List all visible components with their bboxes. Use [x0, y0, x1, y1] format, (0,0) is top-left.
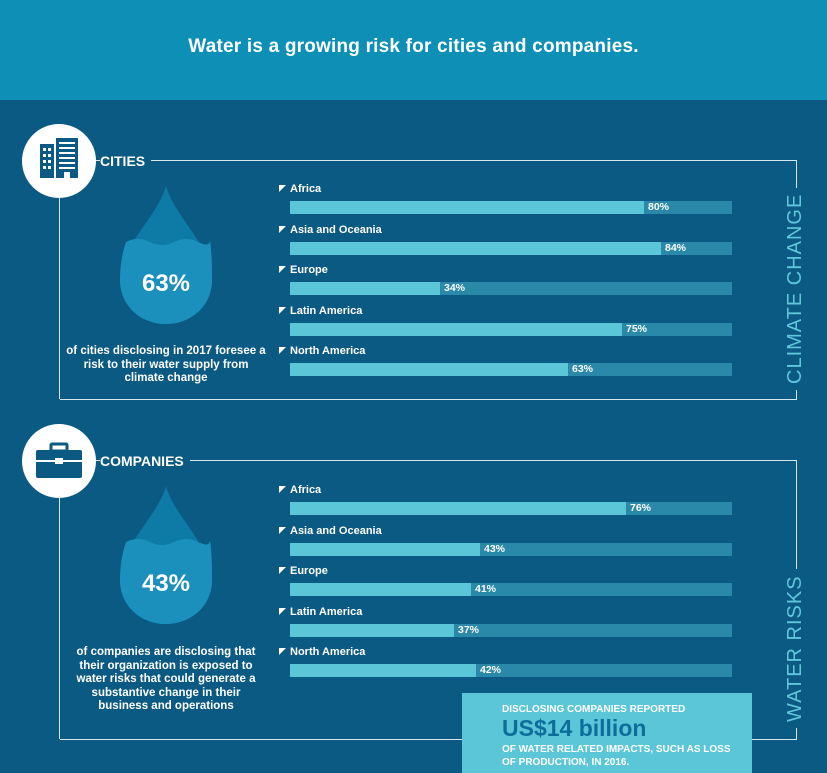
header-banner: Water is a growing risk for cities and c…	[0, 0, 827, 100]
cities-value-label: 63%	[572, 363, 594, 375]
cities-bar-row: Latin America 75%	[279, 305, 732, 345]
companies-label: COMPANIES	[100, 453, 190, 469]
companies-bar-row: Africa 76%	[279, 484, 732, 524]
companies-category-label: Asia and Oceania	[290, 524, 382, 537]
category-marker-icon	[279, 607, 286, 615]
cities-frame-left	[59, 190, 60, 399]
companies-category-label: Africa	[290, 484, 322, 496]
category-marker-icon	[279, 185, 286, 192]
cities-value-label: 84%	[665, 241, 687, 254]
building-icon	[40, 138, 78, 178]
cities-value-label: 75%	[626, 322, 648, 335]
cities-bar-row: Africa 80%	[279, 183, 732, 223]
companies-bar-row: Asia and Oceania 43%	[279, 525, 732, 565]
companies-pct: 43%	[141, 570, 191, 597]
companies-value-label: 42%	[480, 664, 502, 676]
impact-callout: DISCLOSING COMPANIES REPORTED US$14 bill…	[462, 693, 752, 773]
companies-bar-track: 37%	[290, 623, 732, 637]
category-marker-icon	[279, 225, 286, 233]
companies-bar-track: 43%	[290, 542, 732, 556]
category-marker-icon	[279, 306, 286, 314]
callout-amount: US$14 billion	[502, 715, 647, 741]
category-marker-icon	[279, 347, 286, 354]
companies-bar	[290, 583, 471, 596]
category-marker-icon	[279, 486, 286, 493]
cities-category-label: North America	[290, 345, 366, 357]
companies-description: of companies are disclosing that their o…	[76, 646, 256, 712]
category-marker-icon	[279, 266, 286, 273]
companies-bar-row: North America 42%	[279, 646, 732, 686]
companies-bar-track: 76%	[290, 502, 732, 515]
category-marker-icon	[279, 526, 286, 534]
companies-bar-row: Europe 41%	[279, 565, 732, 605]
cities-side-label: CLIMATE CHANGE	[784, 187, 807, 390]
page-title: Water is a growing risk for cities and c…	[188, 36, 639, 57]
companies-bar	[290, 623, 454, 637]
companies-value-label: 76%	[630, 502, 652, 514]
cities-category-label: Latin America	[290, 304, 363, 317]
category-marker-icon	[279, 648, 286, 655]
cities-value-label: 80%	[648, 201, 670, 213]
cities-category-label: Europe	[290, 264, 328, 276]
companies-bar-row: Latin America 37%	[279, 606, 732, 646]
companies-bar-track: 42%	[290, 664, 732, 677]
companies-drop-icon	[120, 486, 212, 624]
cities-icon-circle	[22, 124, 96, 198]
companies-value-label: 41%	[475, 583, 497, 595]
companies-bar	[290, 664, 476, 677]
cities-bar-track: 75%	[290, 322, 732, 336]
companies-value-label: 37%	[458, 623, 480, 636]
companies-bar	[290, 502, 626, 515]
cities-description: of cities disclosing in 2017 foresee a r…	[66, 345, 266, 384]
companies-category-label: North America	[290, 646, 366, 658]
cities-bar-row: Asia and Oceania 84%	[279, 224, 732, 264]
companies-side-label: WATER RISKS	[784, 569, 807, 728]
cities-bar	[290, 322, 622, 336]
callout-line1: DISCLOSING COMPANIES REPORTED	[502, 704, 686, 715]
cities-category-label: Asia and Oceania	[290, 223, 382, 236]
cities-bar-row: Europe 34%	[279, 264, 732, 304]
cities-bar-track: 84%	[290, 241, 732, 255]
cities-bar	[290, 201, 644, 214]
cities-bar	[290, 363, 568, 376]
callout-line2: OF WATER RELATED IMPACTS, SUCH AS LOSS O…	[502, 744, 731, 768]
cities-value-label: 34%	[444, 282, 466, 294]
cities-drop-icon	[120, 186, 212, 324]
cities-bar-track: 63%	[290, 363, 732, 376]
cities-pct: 63%	[141, 270, 191, 297]
cities-bar-row: North America 63%	[279, 345, 732, 385]
cities-bar-track: 80%	[290, 201, 732, 214]
cities-bar-track: 34%	[290, 282, 732, 295]
companies-icon-circle	[22, 424, 96, 498]
companies-bar-track: 41%	[290, 583, 732, 596]
briefcase-icon	[36, 442, 82, 478]
companies-category-label: Europe	[290, 565, 328, 577]
cities-category-label: Africa	[290, 183, 322, 195]
companies-category-label: Latin America	[290, 605, 363, 618]
companies-bar	[290, 542, 480, 556]
cities-bar	[290, 241, 661, 255]
companies-frame-left	[59, 490, 60, 739]
cities-bar	[290, 282, 440, 295]
category-marker-icon	[279, 567, 286, 574]
companies-value-label: 43%	[484, 542, 506, 555]
cities-label: CITIES	[100, 153, 152, 169]
